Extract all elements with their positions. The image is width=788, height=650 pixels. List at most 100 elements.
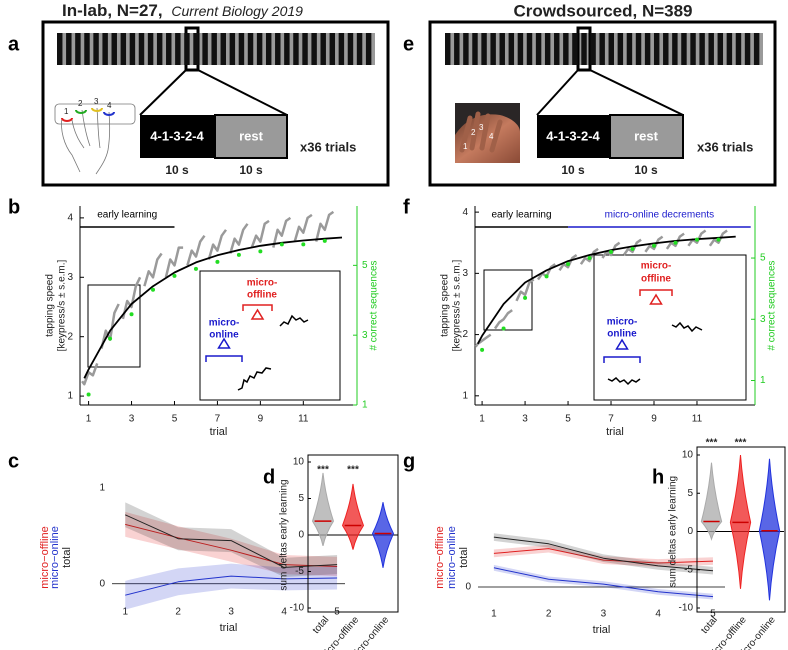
stripe xyxy=(57,33,63,65)
stripe xyxy=(75,33,81,65)
y2-tick-label: 5 xyxy=(362,260,368,271)
stripe xyxy=(535,33,542,65)
stripe xyxy=(275,33,281,65)
duration: 10 s xyxy=(239,163,263,177)
panel-frame xyxy=(41,20,390,187)
stripe xyxy=(102,33,108,65)
stripe xyxy=(635,33,642,65)
marker xyxy=(258,249,263,254)
stripe xyxy=(265,33,272,65)
x-tick-label: 3 xyxy=(129,414,135,425)
y-tick-label: 3 xyxy=(67,272,73,283)
y-axis-label: sum deltas early learning xyxy=(279,479,290,590)
stripe xyxy=(111,33,117,65)
stripe xyxy=(347,33,354,65)
legend-label: micro−online xyxy=(49,526,61,589)
stripe xyxy=(129,33,136,65)
y-axis-label: [keypress/s ± s.e.m.] xyxy=(57,259,68,351)
panel-label: c xyxy=(8,450,19,472)
marker xyxy=(193,266,198,271)
duration: 10 s xyxy=(634,163,658,177)
x-tick-label: total xyxy=(699,615,720,637)
stripe xyxy=(445,33,451,65)
y-tick-label: -10 xyxy=(290,603,305,614)
y-tick-label: 1 xyxy=(99,483,105,494)
stripe xyxy=(672,33,678,65)
marker xyxy=(523,295,528,300)
x-tick-label: 2 xyxy=(175,607,181,618)
violin xyxy=(700,462,723,541)
stripe xyxy=(229,33,236,65)
y-axis-label: [keypress/s ± s.e.m.] xyxy=(452,259,463,351)
stripe xyxy=(463,33,469,65)
stripe xyxy=(744,33,751,65)
y-axis-label: tapping speed xyxy=(45,274,56,337)
violin xyxy=(311,472,335,547)
y2-tick-label: 3 xyxy=(362,330,368,341)
title: In-lab, N=27, xyxy=(62,1,163,20)
marker xyxy=(108,336,113,341)
rest-cell xyxy=(214,114,288,159)
y-tick-label: 0 xyxy=(465,582,471,593)
y-tick-label: 0 xyxy=(687,526,693,537)
y2-axis-label: # correct sequences xyxy=(767,260,778,350)
x-tick-label: total xyxy=(311,615,332,637)
stripe xyxy=(590,33,596,65)
x-tick-label: 3 xyxy=(601,609,607,620)
x-tick-label: 1 xyxy=(122,607,128,618)
stripe xyxy=(247,33,254,65)
stripe xyxy=(293,33,299,65)
error-band xyxy=(493,564,713,600)
series-line xyxy=(124,514,338,568)
significance: *** xyxy=(706,438,718,449)
inset-label: micro- xyxy=(247,278,278,289)
stripe xyxy=(735,33,742,65)
stripe xyxy=(311,33,317,65)
stripe xyxy=(572,33,578,65)
x-tick-label: 1 xyxy=(479,414,485,425)
x-tick-label: 4 xyxy=(655,609,661,620)
stripe xyxy=(472,33,478,65)
stripe xyxy=(66,33,72,65)
x-tick-label: 5 xyxy=(172,414,178,425)
stripe xyxy=(644,33,651,65)
finger-number: 3 xyxy=(94,97,99,106)
x-tick-label: 2 xyxy=(546,609,552,620)
stripe xyxy=(120,33,127,65)
annotation: early learning xyxy=(492,210,552,221)
marker xyxy=(86,392,91,397)
stripe xyxy=(184,33,190,65)
y-axis-label: sum deltas early learning xyxy=(668,476,679,587)
inset-b xyxy=(87,270,341,401)
panel-label: g xyxy=(403,450,415,472)
marker xyxy=(172,273,177,278)
stripe xyxy=(508,33,515,65)
stripe xyxy=(653,33,660,65)
stripe xyxy=(617,33,624,65)
series-line xyxy=(83,236,343,379)
y-tick-label: 4 xyxy=(67,213,73,224)
stripe xyxy=(499,33,505,65)
stripe xyxy=(84,33,90,65)
series-line xyxy=(125,575,338,596)
inset-label: online xyxy=(607,329,637,340)
y-tick-label: 5 xyxy=(687,488,693,499)
stripe xyxy=(138,33,145,65)
y-tick-label: 10 xyxy=(293,457,305,468)
inset-label: offline xyxy=(641,274,671,285)
error-band xyxy=(125,502,338,578)
y-tick-label: -5 xyxy=(295,566,304,577)
stripe xyxy=(220,33,226,65)
annotation: micro-online decrements xyxy=(605,210,715,221)
significance: *** xyxy=(347,465,359,476)
duration: 10 s xyxy=(165,163,189,177)
practice-cell xyxy=(140,115,215,158)
annotation: early learning xyxy=(97,210,157,221)
citation: Current Biology 2019 xyxy=(171,3,303,19)
stripe xyxy=(481,33,487,65)
marker xyxy=(215,259,220,264)
marker xyxy=(501,326,506,331)
stripe xyxy=(156,33,163,65)
finger-number: 3 xyxy=(479,123,484,132)
